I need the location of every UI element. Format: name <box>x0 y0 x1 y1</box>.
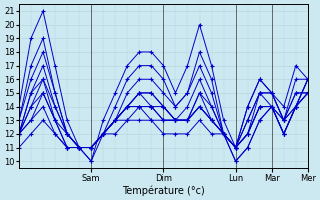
X-axis label: Température (°c): Température (°c) <box>122 185 205 196</box>
